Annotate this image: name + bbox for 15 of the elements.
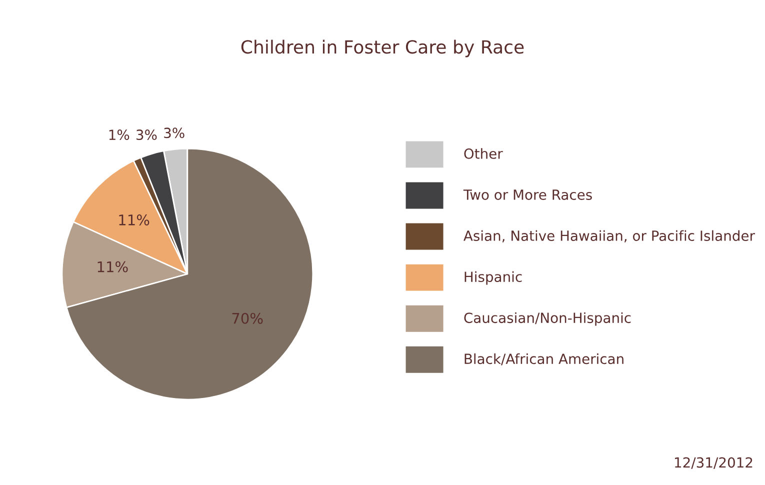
legend-label: Other [464, 148, 503, 159]
pie-slice [66, 148, 314, 400]
text: 12/31/2012 [675, 457, 752, 469]
legend-label: Caucasian/Non-Hispanic [464, 312, 631, 326]
legend-label: Black/African American [464, 353, 624, 366]
data-label: 11% [98, 261, 128, 272]
data-label: 3% [136, 130, 157, 140]
chart-title: Children in Foster Care by Race [241, 40, 524, 58]
data-label: 3% [164, 128, 184, 138]
legend-label: Asian, Native Hawaiian, or Pacific Islander [464, 230, 755, 242]
data-label: 70% [232, 312, 263, 324]
legend-label: Hispanic [464, 271, 522, 285]
legend-label: Two or More Races [463, 190, 592, 200]
data-label: 11% [119, 214, 150, 226]
data-label: 1% [109, 130, 130, 140]
